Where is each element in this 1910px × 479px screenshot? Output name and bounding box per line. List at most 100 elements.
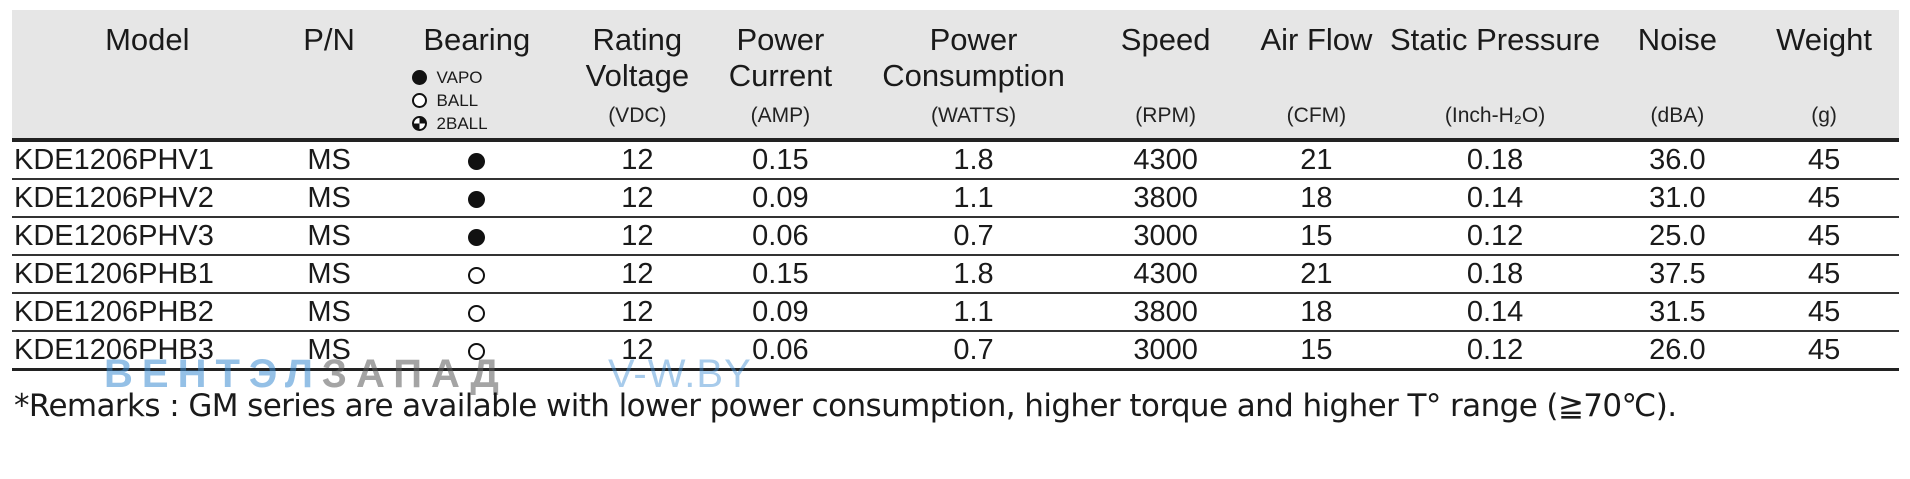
cell-power: 0.7: [864, 331, 1083, 371]
legend-label: 2BALL: [436, 114, 488, 133]
cell-power: 0.7: [864, 217, 1083, 256]
filled-circle-icon: [468, 228, 486, 246]
open-circle-icon: [468, 342, 486, 360]
filled-circle-icon: [468, 190, 486, 208]
cell-speed: 4300: [1083, 140, 1249, 180]
cell-speed: 3800: [1083, 179, 1249, 218]
col-unit: (CFM): [1286, 104, 1347, 127]
col-title: Power Current: [728, 22, 833, 93]
cell-power: 1.1: [864, 293, 1083, 332]
cell-speed: 3800: [1083, 293, 1249, 332]
col-header-bearing: Bearing VAPO BALL 2BALL: [375, 10, 578, 142]
col-title: Model: [105, 22, 190, 57]
cell-noise: 31.0: [1605, 179, 1750, 218]
col-header-pressure: Static Pressure (Inch-H₂O): [1384, 10, 1606, 142]
open-circle-icon: [468, 304, 486, 322]
col-unit: (g): [1811, 104, 1837, 127]
col-unit: (Inch-H₂O): [1444, 104, 1546, 127]
col-unit: (dBA): [1650, 104, 1705, 127]
cell-current: 0.09: [696, 179, 865, 218]
col-title: Speed: [1120, 22, 1211, 57]
cell-model: KDE1206PHV2: [12, 179, 283, 218]
cell-bearing: [375, 179, 578, 218]
legend-item-2ball: 2BALL: [411, 112, 488, 135]
cell-voltage: 12: [577, 293, 697, 332]
col-unit: (AMP): [750, 104, 811, 127]
cell-noise: 31.5: [1605, 293, 1750, 332]
cell-pn: MS: [282, 140, 376, 180]
cell-voltage: 12: [577, 331, 697, 371]
col-title: Noise: [1637, 22, 1717, 57]
filled-circle-icon: [411, 70, 427, 85]
cell-bearing: [375, 140, 578, 180]
col-header-weight: Weight (g): [1749, 10, 1899, 142]
cell-weight: 45: [1749, 255, 1899, 294]
col-header-speed: Speed (RPM): [1083, 10, 1249, 142]
cell-speed: 4300: [1083, 255, 1249, 294]
col-unit: (WATTS): [930, 104, 1017, 127]
cell-current: 0.09: [696, 293, 865, 332]
cell-voltage: 12: [577, 217, 697, 256]
cell-noise: 26.0: [1605, 331, 1750, 371]
cell-power: 1.8: [864, 140, 1083, 180]
legend-item-vapo: VAPO: [411, 66, 488, 89]
cell-model: KDE1206PHV3: [12, 217, 283, 256]
cell-voltage: 12: [577, 140, 697, 180]
open-circle-icon: [468, 266, 486, 284]
table-body: KDE1206PHV1 MS 12 0.15 1.8 4300 21 0.18 36.0 45 KD…: [12, 140, 1899, 371]
cell-pn: MS: [282, 217, 376, 256]
cell-model: KDE1206PHB1: [12, 255, 283, 294]
legend-label: VAPO: [436, 68, 483, 87]
cell-weight: 45: [1749, 179, 1899, 218]
cell-pressure: 0.12: [1384, 331, 1606, 371]
cell-speed: 3000: [1083, 217, 1249, 256]
cell-weight: 45: [1749, 293, 1899, 332]
col-title: Bearing: [423, 22, 531, 57]
cell-airflow: 15: [1248, 217, 1385, 256]
remarks-note: *Remarks : GM series are available with …: [14, 388, 1677, 424]
cell-airflow: 21: [1248, 255, 1385, 294]
legend-item-ball: BALL: [411, 89, 488, 112]
cell-pn: MS: [282, 331, 376, 371]
col-header-voltage: Rating Voltage (VDC): [577, 10, 697, 142]
cell-current: 0.06: [696, 331, 865, 371]
cell-airflow: 18: [1248, 179, 1385, 218]
col-header-current: Power Current (AMP): [696, 10, 865, 142]
col-title: Weight: [1776, 22, 1873, 57]
cell-bearing: [375, 217, 578, 256]
cell-model: KDE1206PHB2: [12, 293, 283, 332]
table-row: KDE1206PHB1 MS 12 0.15 1.8 4300 21 0.18 37.5 45: [12, 255, 1899, 294]
cell-airflow: 15: [1248, 331, 1385, 371]
cell-pressure: 0.14: [1384, 293, 1606, 332]
cell-pressure: 0.14: [1384, 179, 1606, 218]
cell-pressure: 0.12: [1384, 217, 1606, 256]
spec-table: Model P/N Bearing VAPO BALL: [12, 10, 1899, 371]
cell-weight: 45: [1749, 140, 1899, 180]
cell-noise: 37.5: [1605, 255, 1750, 294]
cell-voltage: 12: [577, 255, 697, 294]
bearing-legend: VAPO BALL 2BALL: [411, 66, 488, 135]
cell-bearing: [375, 255, 578, 294]
cell-airflow: 21: [1248, 140, 1385, 180]
col-header-airflow: Air Flow (CFM): [1248, 10, 1385, 142]
cell-voltage: 12: [577, 179, 697, 218]
cell-current: 0.06: [696, 217, 865, 256]
cell-bearing: [375, 293, 578, 332]
cell-weight: 45: [1749, 217, 1899, 256]
quartered-circle-icon: [411, 116, 427, 131]
col-header-pn: P/N: [282, 10, 376, 142]
table-row: KDE1206PHV1 MS 12 0.15 1.8 4300 21 0.18 36.0 45: [12, 140, 1899, 180]
table-row: KDE1206PHB2 MS 12 0.09 1.1 3800 18 0.14 31.5 45: [12, 293, 1899, 332]
cell-noise: 25.0: [1605, 217, 1750, 256]
col-unit: (VDC): [608, 104, 667, 127]
cell-model: KDE1206PHV1: [12, 140, 283, 180]
cell-bearing: [375, 331, 578, 371]
col-header-model: Model: [12, 10, 283, 142]
open-circle-icon: [411, 93, 427, 108]
table-row: KDE1206PHV2 MS 12 0.09 1.1 3800 18 0.14 31.0 45: [12, 179, 1899, 218]
col-header-power: Power Consumption (WATTS): [864, 10, 1083, 142]
col-unit: (RPM): [1135, 104, 1196, 127]
col-header-noise: Noise (dBA): [1605, 10, 1750, 142]
col-title: Power Consumption: [882, 22, 1065, 93]
cell-weight: 45: [1749, 331, 1899, 371]
